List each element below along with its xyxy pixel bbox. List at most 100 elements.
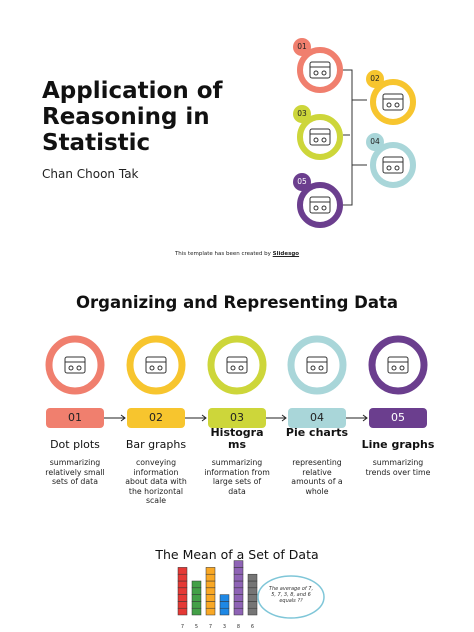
item-name: Pie charts bbox=[285, 426, 349, 439]
item-name: Line graphs bbox=[361, 438, 435, 451]
cube bbox=[177, 587, 188, 595]
icon bbox=[309, 61, 331, 79]
step-badge: 01 bbox=[293, 38, 311, 56]
item-ring bbox=[368, 335, 428, 395]
cube bbox=[233, 573, 244, 582]
section-title: Organizing and Representing Data bbox=[76, 293, 398, 312]
icon bbox=[391, 365, 397, 371]
cube bbox=[205, 580, 216, 589]
item-name: Histograms bbox=[210, 426, 264, 451]
stack-label: 7 bbox=[180, 624, 185, 630]
icon bbox=[382, 156, 404, 174]
icon bbox=[318, 365, 324, 371]
icon bbox=[149, 365, 155, 371]
icon bbox=[313, 205, 319, 211]
stack-label: 7 bbox=[208, 624, 213, 630]
step-ring bbox=[297, 182, 343, 228]
cube bbox=[177, 601, 188, 609]
item-name: Dot plots bbox=[50, 438, 100, 451]
item-description: summarizing relatively small sets of dat… bbox=[45, 458, 105, 487]
cube bbox=[233, 587, 244, 595]
arrow bbox=[346, 414, 368, 422]
item-number: 03 bbox=[208, 408, 266, 428]
arrow bbox=[185, 414, 207, 422]
item-number: 04 bbox=[288, 408, 346, 428]
icon bbox=[306, 356, 328, 374]
credit: This template has been created by Slides… bbox=[0, 251, 474, 257]
stack-label: 3 bbox=[222, 624, 227, 630]
cube bbox=[205, 567, 216, 575]
section-title: The Mean of a Set of Data bbox=[155, 547, 319, 562]
icon bbox=[238, 365, 244, 371]
icon bbox=[309, 196, 331, 214]
stack-label: 8 bbox=[236, 624, 241, 630]
cube bbox=[191, 594, 202, 602]
icon bbox=[310, 365, 316, 371]
stack-label: 6 bbox=[250, 624, 255, 630]
icon bbox=[386, 102, 392, 108]
cube bbox=[205, 594, 216, 602]
item-ring bbox=[45, 335, 105, 395]
thought-cloud bbox=[257, 575, 325, 619]
item-number: 02 bbox=[127, 408, 185, 428]
icon bbox=[226, 356, 248, 374]
icon bbox=[386, 165, 392, 171]
step-badge: 04 bbox=[366, 133, 384, 151]
cube bbox=[247, 607, 258, 616]
icon bbox=[321, 137, 327, 143]
stack-label: 5 bbox=[194, 624, 199, 630]
step-ring bbox=[297, 47, 343, 93]
icon bbox=[387, 356, 409, 374]
icon bbox=[64, 356, 86, 374]
icon bbox=[230, 365, 236, 371]
cube bbox=[247, 573, 258, 582]
icon bbox=[382, 93, 404, 111]
cube bbox=[177, 567, 188, 575]
item-ring bbox=[126, 335, 186, 395]
cube bbox=[233, 560, 244, 568]
cube bbox=[191, 580, 202, 589]
cube bbox=[247, 587, 258, 595]
cube bbox=[233, 594, 244, 602]
item-description: conveying information about data with th… bbox=[125, 458, 187, 506]
cube bbox=[191, 601, 202, 609]
icon bbox=[145, 356, 167, 374]
cube bbox=[247, 594, 258, 602]
cube bbox=[205, 607, 216, 616]
cover-title: Application of Reasoning in Statistic bbox=[42, 78, 223, 156]
cube bbox=[247, 580, 258, 589]
connectors bbox=[343, 69, 367, 206]
credit-link[interactable]: Slidesgo bbox=[272, 251, 300, 257]
icon bbox=[399, 365, 405, 371]
cube bbox=[219, 607, 230, 616]
step-badge: 03 bbox=[293, 105, 311, 123]
icon bbox=[313, 70, 319, 76]
icon bbox=[68, 365, 74, 371]
item-number: 01 bbox=[46, 408, 104, 428]
credit-text: This template has been created by bbox=[174, 251, 271, 257]
step-badge: 05 bbox=[293, 173, 311, 191]
cube bbox=[205, 587, 216, 595]
cube bbox=[191, 587, 202, 595]
cube bbox=[177, 580, 188, 589]
icon bbox=[313, 137, 319, 143]
step-ring bbox=[370, 79, 416, 125]
cube bbox=[233, 607, 244, 616]
icon bbox=[157, 365, 163, 371]
icon bbox=[76, 365, 82, 371]
item-ring bbox=[207, 335, 267, 395]
cube bbox=[177, 594, 188, 602]
cube bbox=[233, 601, 244, 609]
cube bbox=[177, 573, 188, 582]
arrow bbox=[266, 414, 287, 422]
cube bbox=[219, 601, 230, 609]
icon bbox=[309, 128, 331, 146]
item-description: summarizing trends over time bbox=[365, 458, 431, 477]
icon bbox=[394, 102, 400, 108]
step-ring bbox=[297, 114, 343, 160]
icon bbox=[321, 205, 327, 211]
step-ring bbox=[370, 142, 416, 188]
icon bbox=[394, 165, 400, 171]
